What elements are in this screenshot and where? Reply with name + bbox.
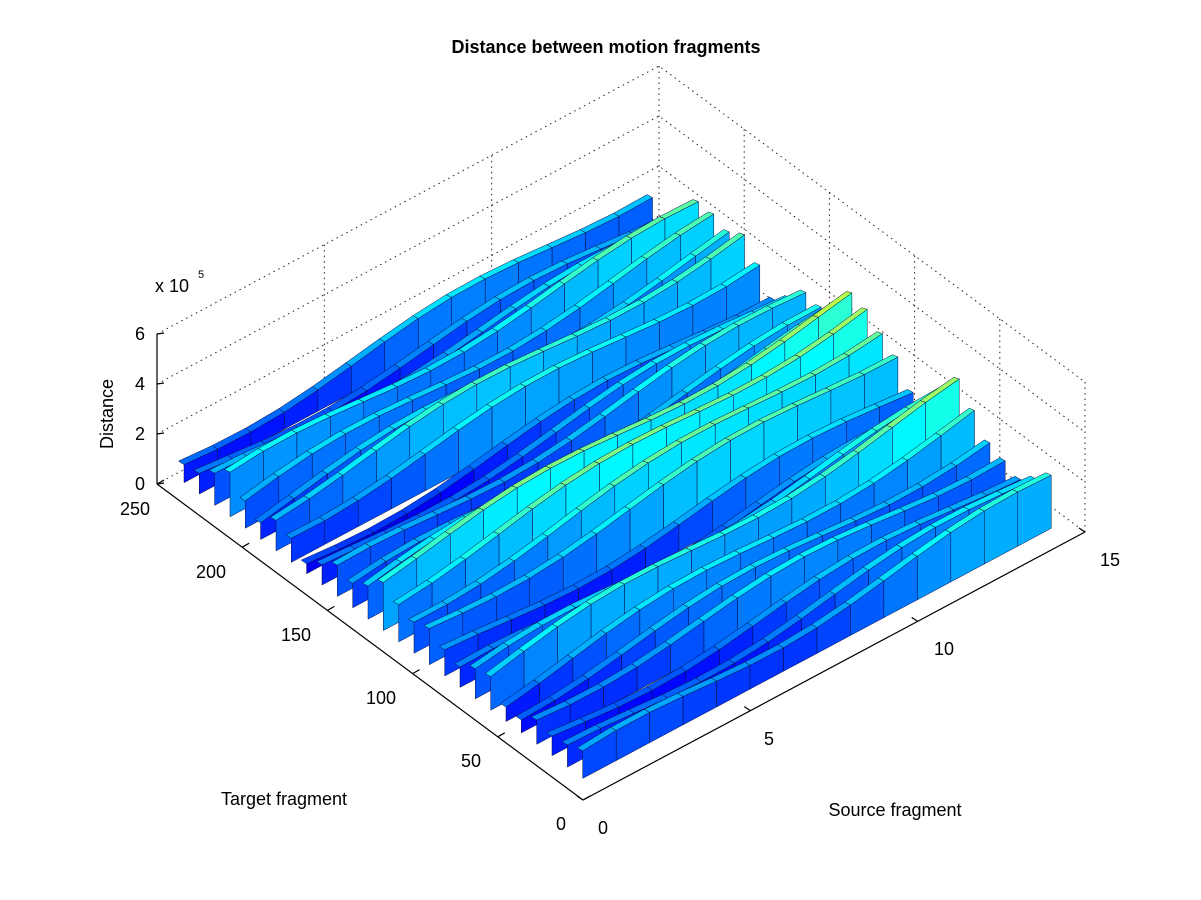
- z-tick-mark: [156, 332, 165, 335]
- surface-patch: [766, 289, 807, 309]
- z-tick-mark: [156, 432, 165, 435]
- source-tick-label: 0: [598, 818, 608, 838]
- surface-patch: [843, 331, 884, 356]
- target-tick-labels: 0 50 100 150 200 250: [120, 499, 566, 834]
- surface-patch: [919, 377, 960, 403]
- surface-plot: [177, 194, 1052, 779]
- source-tick-label: 15: [1100, 550, 1120, 570]
- source-tick-mark: [911, 616, 918, 622]
- target-tick-label: 0: [556, 814, 566, 834]
- source-tick-labels: 0 5 10 15: [598, 550, 1120, 838]
- target-tick-mark: [241, 542, 250, 548]
- target-tick-label: 150: [281, 625, 311, 645]
- surface-patch: [965, 457, 1006, 480]
- surface-patch: [781, 304, 822, 326]
- z-exponent-label: x 10 5: [155, 269, 204, 296]
- surface-patch: [827, 307, 868, 335]
- source-axis-label: Source fragment: [828, 800, 961, 820]
- surface-patch: [812, 291, 853, 318]
- surface-patch: [674, 211, 715, 236]
- target-axis-label: Target fragment: [221, 789, 347, 809]
- surface-patch: [858, 354, 899, 375]
- surface-patch: [873, 389, 914, 408]
- target-tick-label: 50: [461, 751, 481, 771]
- z-tick-label: 4: [135, 374, 145, 394]
- target-tick-mark: [327, 605, 335, 611]
- tick-marks: [156, 332, 1086, 801]
- surface-patch: [1011, 472, 1052, 493]
- target-tick-mark: [412, 669, 420, 675]
- axes-lines: [156, 334, 1086, 801]
- surface-patch: [705, 232, 746, 260]
- surface-patch: [981, 476, 1022, 496]
- z-exponent-power: 5: [198, 269, 204, 281]
- target-axis-line: [156, 483, 584, 801]
- z-tick-mark: [156, 382, 165, 385]
- source-tick-label: 5: [764, 729, 774, 749]
- surface-patch: [720, 262, 761, 287]
- target-tick-mark: [156, 479, 165, 485]
- z-tick-label: 6: [135, 324, 145, 344]
- target-tick-label: 100: [366, 688, 396, 708]
- chart-title: Distance between motion fragments: [451, 37, 760, 57]
- surface-patch: [950, 439, 991, 467]
- z-exponent-base: x 10: [155, 276, 189, 296]
- source-axis-line: [582, 531, 1086, 801]
- z-axis-label: Distance: [97, 379, 117, 449]
- target-tick-mark: [497, 732, 506, 738]
- source-tick-mark: [744, 706, 751, 712]
- source-tick-label: 10: [934, 639, 954, 659]
- source-tick-mark: [1078, 527, 1086, 533]
- target-tick-mark: [582, 795, 591, 801]
- target-tick-label: 200: [196, 562, 226, 582]
- surface-patch: [658, 199, 700, 219]
- z-tick-labels: 0 2 4 6: [135, 324, 145, 494]
- target-tick-label: 250: [120, 499, 150, 519]
- surface-patch: [935, 407, 976, 436]
- surface-patch: [689, 229, 730, 257]
- surface-patch: [613, 194, 654, 217]
- z-tick-label: 0: [135, 474, 145, 494]
- z-tick-label: 2: [135, 424, 145, 444]
- source-tick-mark: [576, 795, 584, 801]
